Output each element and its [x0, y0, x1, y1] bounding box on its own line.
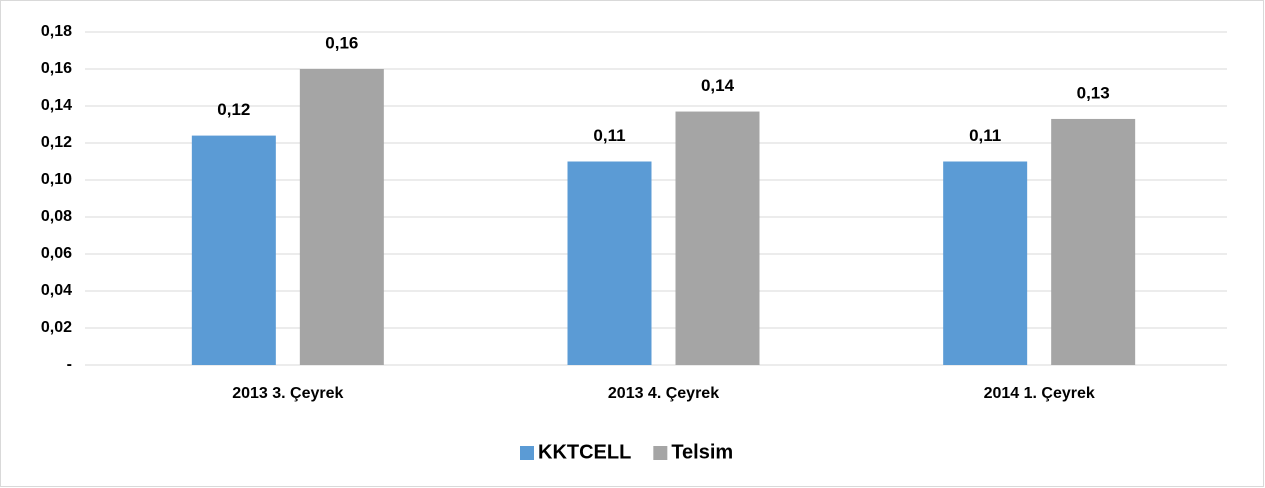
data-label: 0,11 [593, 126, 625, 145]
x-tick-label: 2013 4. Çeyrek [608, 385, 719, 402]
y-tick-label: 0,14 [41, 97, 72, 114]
y-tick-label: 0,12 [41, 134, 72, 151]
legend-swatch [653, 446, 668, 460]
bar [1051, 118, 1136, 365]
data-label: 0,14 [701, 76, 735, 95]
legend-swatch [520, 446, 534, 460]
y-tick-label: - [67, 356, 72, 373]
y-tick-label: 0,06 [41, 245, 72, 262]
y-tick-label: 0,16 [41, 60, 72, 77]
bar [191, 135, 276, 365]
data-label: 0,12 [217, 100, 250, 119]
y-tick-label: 0,10 [41, 171, 72, 188]
legend-label: KKTCELL [538, 441, 631, 463]
x-tick-label: 2013 3. Çeyrek [232, 385, 343, 402]
bar [675, 111, 760, 365]
bar [943, 161, 1028, 365]
data-label: 0,11 [969, 126, 1001, 145]
bar [567, 161, 652, 365]
data-label: 0,13 [1077, 83, 1110, 102]
x-tick-label: 2014 1. Çeyrek [984, 385, 1095, 402]
y-tick-label: 0,08 [41, 208, 72, 225]
y-tick-label: 0,18 [41, 23, 72, 40]
y-tick-label: 0,02 [41, 319, 72, 336]
legend-label: Telsim [671, 441, 733, 463]
bar [299, 69, 384, 365]
y-tick-label: 0,04 [41, 282, 72, 299]
data-label: 0,16 [325, 33, 358, 52]
